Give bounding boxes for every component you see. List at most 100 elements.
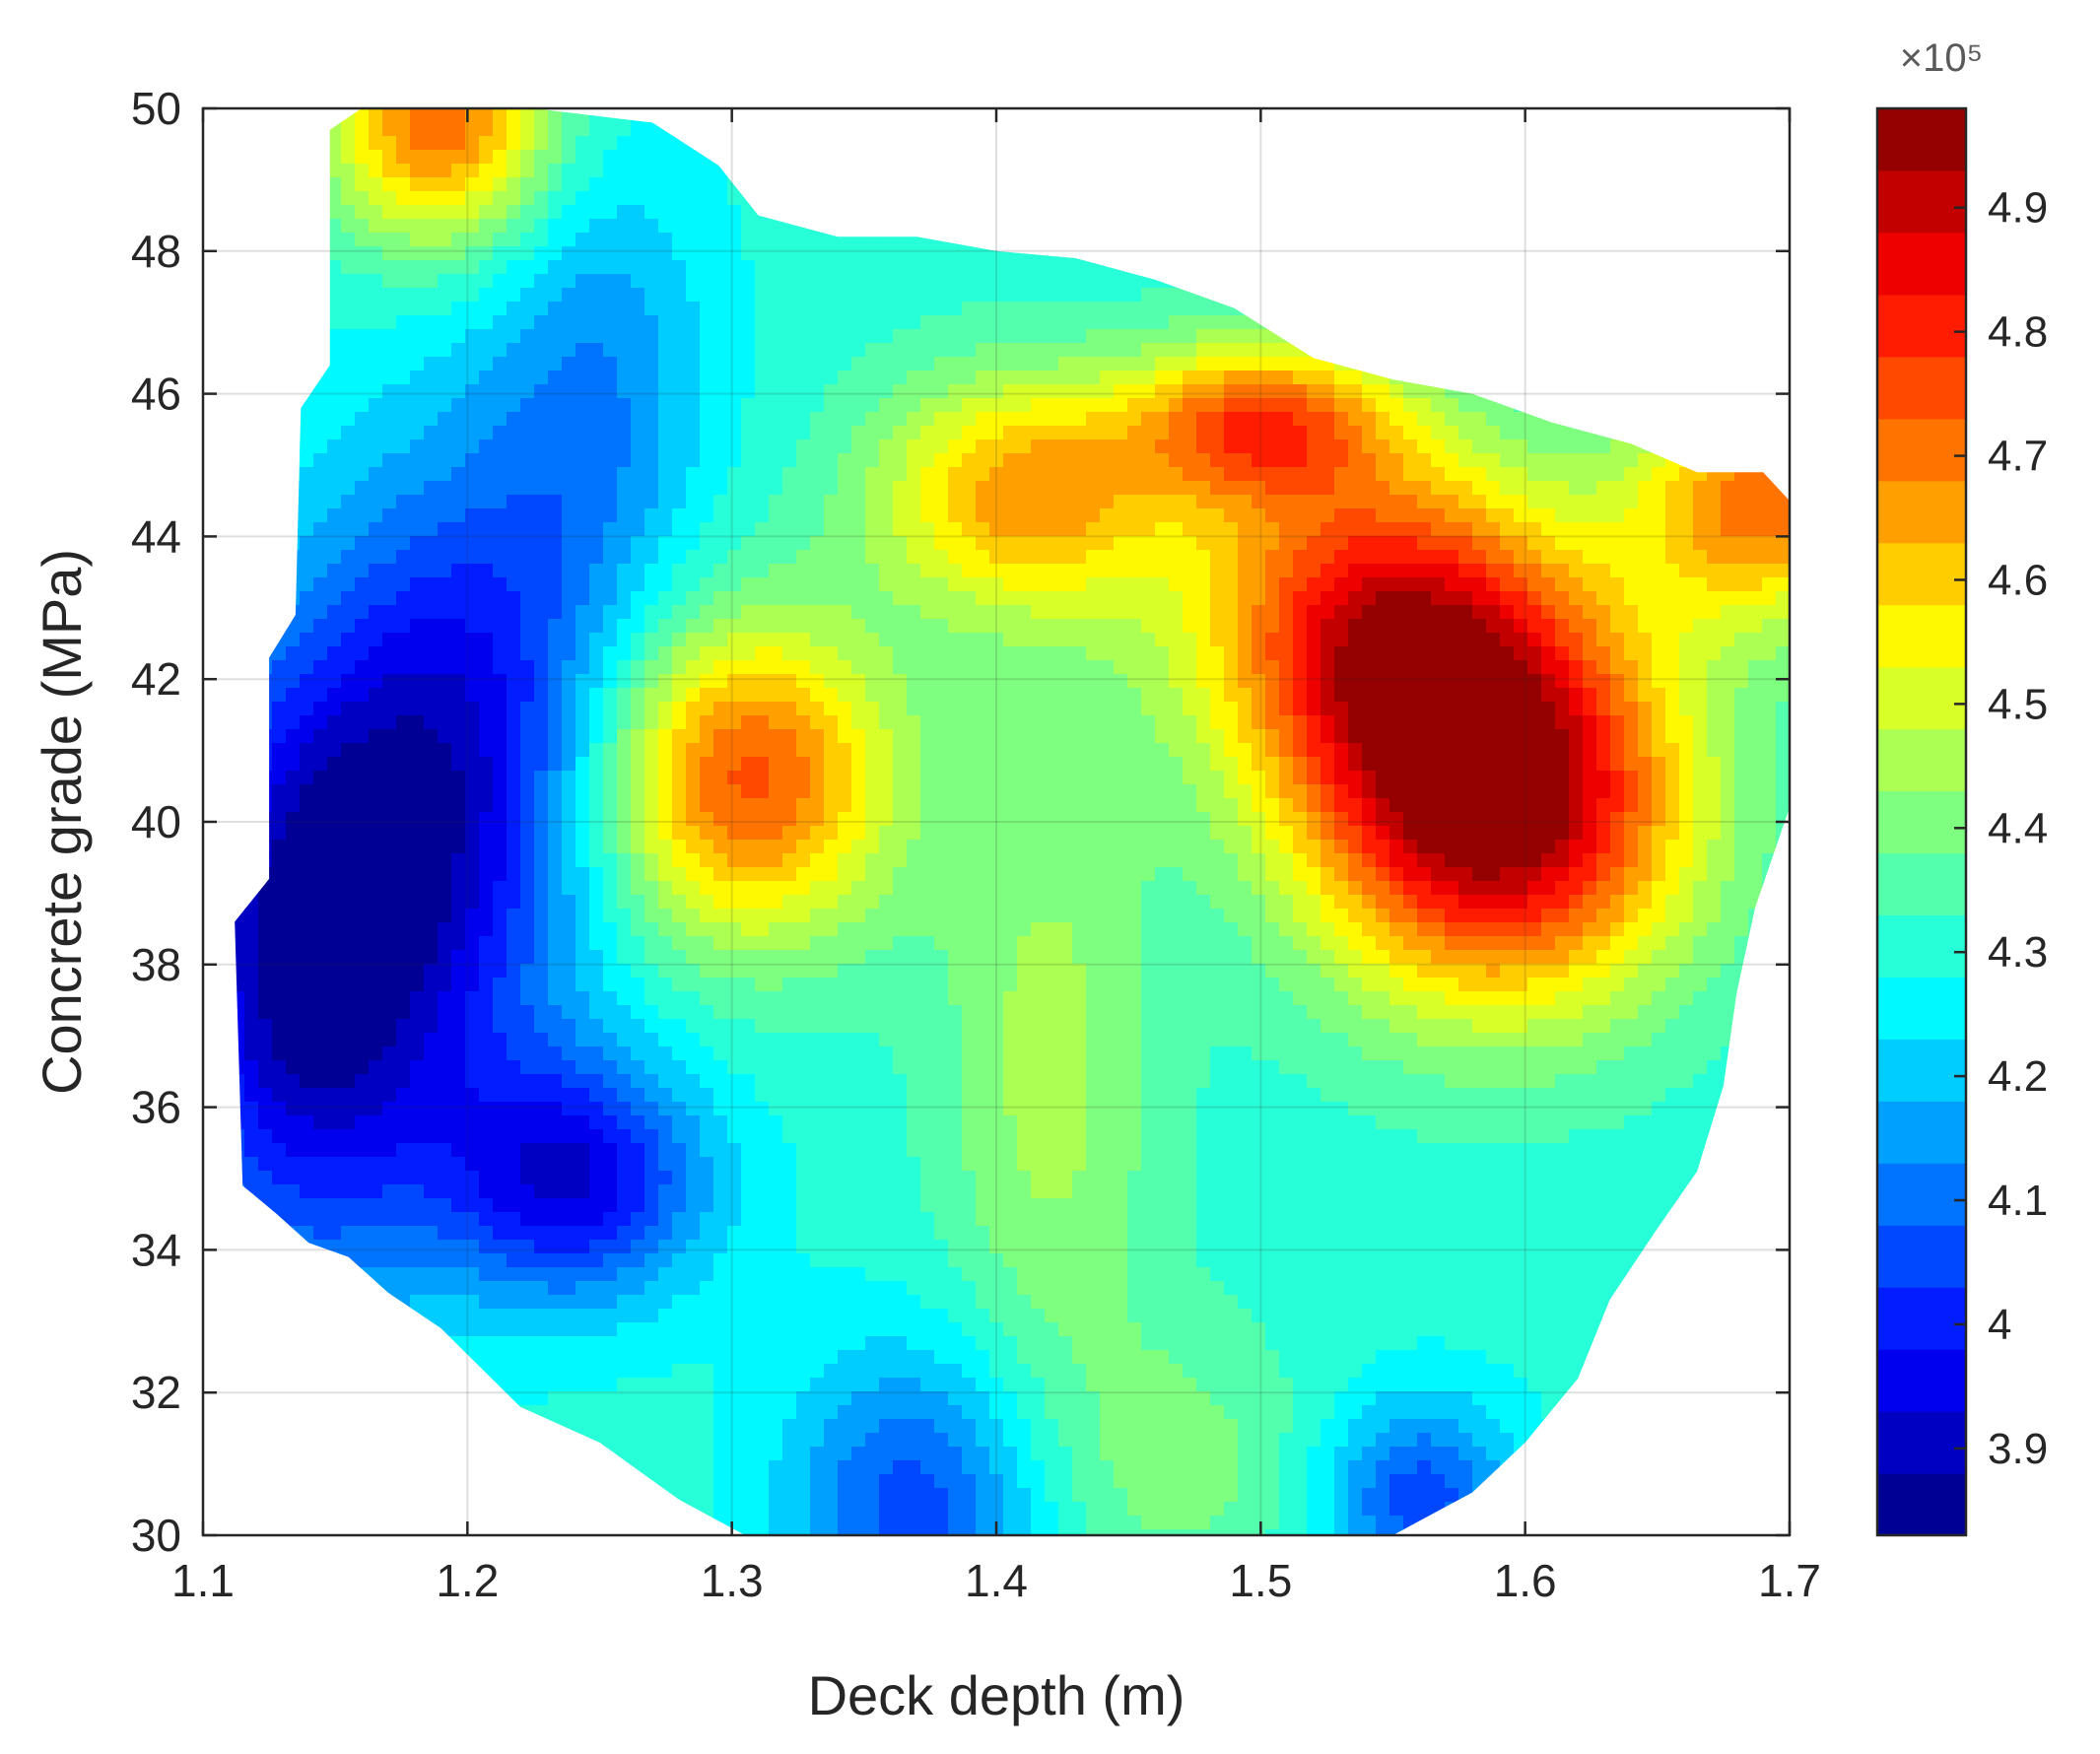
contour-cell	[1279, 550, 1294, 565]
contour-cell	[341, 177, 356, 192]
contour-cell	[313, 467, 328, 482]
contour-cell	[562, 357, 576, 371]
contour-cell	[562, 302, 576, 316]
contour-cell	[920, 660, 935, 675]
contour-cell	[520, 550, 535, 565]
contour-cell	[948, 274, 963, 289]
contour-cell	[548, 522, 563, 537]
contour-cell	[824, 591, 839, 606]
contour-cell	[865, 646, 880, 661]
contour-cell	[1610, 439, 1625, 454]
contour-cell	[1624, 633, 1639, 647]
contour-cell	[838, 302, 852, 316]
contour-cell	[617, 412, 632, 427]
contour-cell	[1307, 688, 1321, 703]
contour-cell	[1321, 688, 1335, 703]
contour-cell	[1127, 564, 1142, 578]
contour-cell	[355, 426, 370, 440]
contour-cell	[934, 619, 949, 634]
contour-cell	[479, 633, 494, 647]
contour-cell	[1265, 522, 1280, 537]
contour-cell	[1514, 550, 1528, 565]
contour-cell	[589, 398, 604, 413]
contour-cell	[1224, 439, 1239, 454]
contour-cell	[396, 619, 411, 634]
contour-cell	[465, 702, 480, 716]
contour-cell	[1624, 508, 1639, 523]
contour-cell	[1224, 633, 1239, 647]
contour-cell	[479, 302, 494, 316]
contour-cell	[865, 288, 880, 303]
contour-cell	[948, 412, 963, 427]
contour-cell	[755, 384, 770, 399]
contour-cell	[1307, 495, 1321, 509]
contour-cell	[1486, 412, 1501, 427]
contour-cell	[410, 674, 425, 689]
contour-cell	[300, 564, 314, 578]
contour-cell	[1307, 674, 1321, 689]
contour-cell	[1348, 522, 1363, 537]
contour-cell	[686, 508, 701, 523]
contour-cell	[313, 591, 328, 606]
contour-cell	[700, 522, 714, 537]
contour-cell	[1486, 522, 1501, 537]
contour-cell	[1210, 315, 1225, 330]
contour-cell	[879, 577, 894, 592]
contour-cell	[1652, 550, 1666, 565]
contour-cell	[438, 508, 452, 523]
contour-cell	[396, 164, 411, 178]
contour-cell	[1610, 619, 1625, 634]
contour-cell	[1321, 508, 1335, 523]
contour-cell	[451, 481, 466, 496]
contour-cell	[1293, 674, 1308, 689]
contour-cell	[672, 288, 687, 303]
contour-cell	[438, 688, 452, 703]
contour-cell	[920, 674, 935, 689]
contour-cell	[631, 660, 645, 675]
contour-cell	[1017, 522, 1032, 537]
contour-cell	[493, 577, 508, 592]
contour-cell	[1086, 274, 1101, 289]
contour-cell	[1348, 564, 1363, 578]
contour-cell	[893, 371, 908, 385]
contour-cell	[410, 633, 425, 647]
contour-cell	[769, 246, 783, 261]
contour-cell	[1389, 660, 1404, 675]
contour-cell	[520, 508, 535, 523]
contour-cell	[893, 605, 908, 620]
contour-cell	[562, 246, 576, 261]
contour-cell	[1583, 688, 1597, 703]
contour-cell	[327, 702, 342, 716]
contour-cell	[796, 550, 811, 565]
contour-cell	[948, 591, 963, 606]
contour-cell	[713, 564, 728, 578]
contour-cell	[920, 619, 935, 634]
contour-cell	[617, 384, 632, 399]
contour-cell	[479, 398, 494, 413]
contour-cell	[479, 371, 494, 385]
contour-cell	[1334, 674, 1349, 689]
contour-cell	[1210, 605, 1225, 620]
contour-cell	[686, 646, 701, 661]
contour-cell	[810, 233, 825, 247]
contour-cell	[1293, 412, 1308, 427]
contour-cell	[879, 536, 894, 551]
contour-cell	[1045, 412, 1059, 427]
contour-cell	[1100, 660, 1115, 675]
contour-cell	[1210, 591, 1225, 606]
contour-cell	[534, 329, 549, 344]
contour-cell	[1031, 688, 1046, 703]
contour-cell	[1527, 536, 1542, 551]
contour-cell	[493, 453, 508, 468]
contour-cell	[355, 288, 370, 303]
contour-cell	[327, 660, 342, 675]
contour-cell	[451, 274, 466, 289]
contour-cell	[1293, 453, 1308, 468]
contour-cell	[369, 674, 383, 689]
contour-cell	[672, 439, 687, 454]
contour-cell	[879, 384, 894, 399]
contour-cell	[382, 274, 397, 289]
contour-cell	[438, 384, 452, 399]
contour-cell	[1127, 495, 1142, 509]
contour-cell	[548, 481, 563, 496]
